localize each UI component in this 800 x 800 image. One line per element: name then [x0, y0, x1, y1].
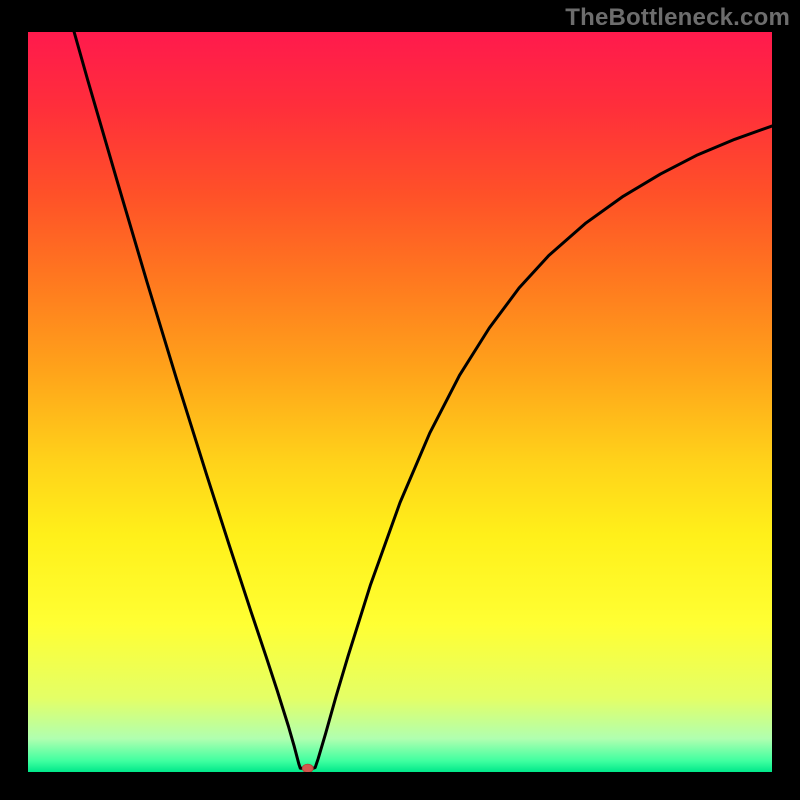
watermark-text: TheBottleneck.com: [565, 4, 790, 32]
plot-svg: [28, 32, 772, 772]
plot-area: [28, 32, 772, 772]
min-marker: [302, 764, 313, 772]
chart-frame: TheBottleneck.com: [0, 0, 800, 800]
plot-background: [28, 32, 772, 772]
